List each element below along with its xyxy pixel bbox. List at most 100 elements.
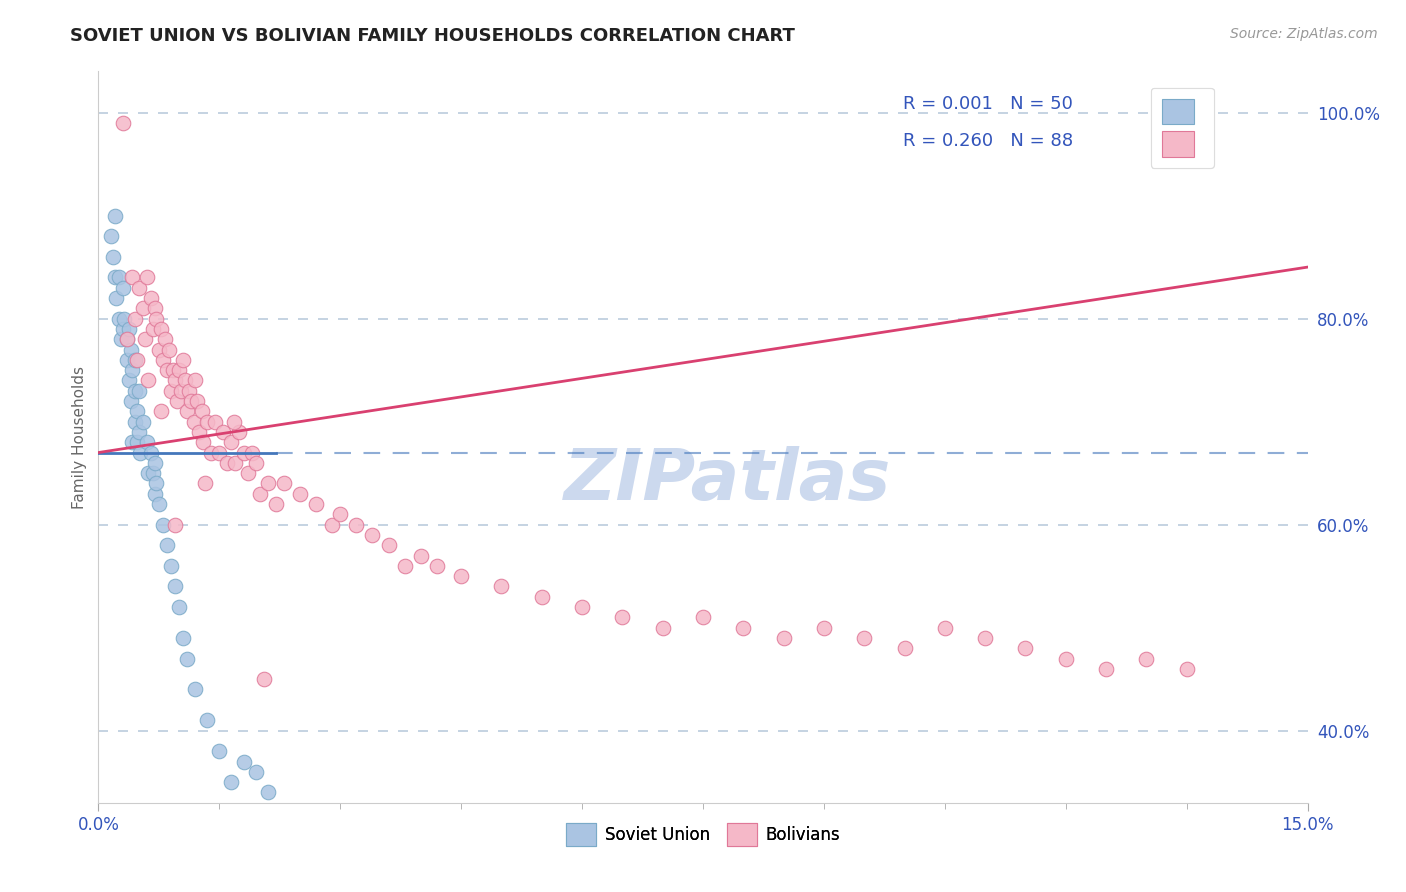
Point	[163, 579, 186, 593]
Point	[148, 497, 170, 511]
Point	[143, 487, 166, 501]
Point	[169, 384, 191, 398]
Point	[107, 311, 129, 326]
Point	[530, 590, 553, 604]
Point	[491, 579, 513, 593]
Point	[273, 476, 295, 491]
Point	[228, 425, 250, 439]
Point	[253, 672, 276, 686]
Point	[160, 384, 183, 398]
Point	[188, 425, 211, 439]
Point	[377, 538, 399, 552]
Point	[195, 415, 218, 429]
Point	[184, 373, 207, 387]
Point	[1095, 662, 1118, 676]
Point	[166, 394, 188, 409]
Point	[157, 343, 180, 357]
Point	[129, 445, 152, 459]
Point	[217, 456, 239, 470]
Point	[344, 517, 367, 532]
Point	[138, 373, 160, 387]
Point	[115, 332, 138, 346]
Point	[256, 476, 278, 491]
Point	[107, 270, 129, 285]
Point	[124, 415, 146, 429]
Point	[120, 343, 142, 357]
Point	[139, 445, 162, 459]
Point	[204, 415, 226, 429]
Point	[772, 631, 794, 645]
Point	[195, 714, 218, 728]
Point	[160, 558, 183, 573]
Point	[127, 404, 149, 418]
Point	[156, 538, 179, 552]
Point	[236, 466, 259, 480]
Text: R = 0.260   N = 88: R = 0.260 N = 88	[903, 132, 1073, 150]
Point	[134, 332, 156, 346]
Point	[212, 425, 235, 439]
Point	[120, 394, 142, 409]
Point	[172, 631, 194, 645]
Point	[145, 476, 167, 491]
Point	[148, 343, 170, 357]
Point	[193, 435, 215, 450]
Point	[163, 517, 186, 532]
Point	[127, 352, 149, 367]
Point	[153, 332, 176, 346]
Point	[221, 775, 243, 789]
Point	[172, 352, 194, 367]
Point	[150, 322, 173, 336]
Point	[813, 621, 835, 635]
Point	[101, 250, 124, 264]
Point	[329, 508, 352, 522]
Point	[128, 425, 150, 439]
Point	[143, 301, 166, 316]
Text: ZIPatlas: ZIPatlas	[564, 447, 891, 516]
Point	[152, 517, 174, 532]
Point	[103, 270, 125, 285]
Point	[124, 352, 146, 367]
Point	[115, 352, 138, 367]
Point	[934, 621, 956, 635]
Point	[305, 497, 328, 511]
Point	[1175, 662, 1198, 676]
Point	[103, 209, 125, 223]
Point	[256, 785, 278, 799]
Point	[893, 641, 915, 656]
Point	[612, 610, 634, 624]
Point	[1014, 641, 1036, 656]
Point	[150, 404, 173, 418]
Point	[183, 415, 205, 429]
Point	[100, 229, 122, 244]
Point	[221, 435, 243, 450]
Point	[394, 558, 416, 573]
Point	[121, 270, 143, 285]
Point	[167, 600, 190, 615]
Point	[176, 651, 198, 665]
Point	[186, 394, 208, 409]
Point	[142, 322, 165, 336]
Point	[112, 311, 135, 326]
Point	[152, 352, 174, 367]
Point	[121, 435, 143, 450]
Point	[692, 610, 714, 624]
Point	[105, 291, 128, 305]
Point	[111, 322, 134, 336]
Point	[733, 621, 755, 635]
Point	[232, 755, 254, 769]
Point	[853, 631, 876, 645]
Point	[132, 415, 155, 429]
Point	[156, 363, 179, 377]
Point	[245, 764, 267, 779]
Point	[128, 281, 150, 295]
Point	[142, 466, 165, 480]
Point	[194, 476, 217, 491]
Point	[224, 456, 246, 470]
Point	[1135, 651, 1157, 665]
Point	[571, 600, 593, 615]
Point	[135, 435, 157, 450]
Point	[232, 445, 254, 459]
Point	[208, 445, 231, 459]
Point	[184, 682, 207, 697]
Point	[162, 363, 184, 377]
